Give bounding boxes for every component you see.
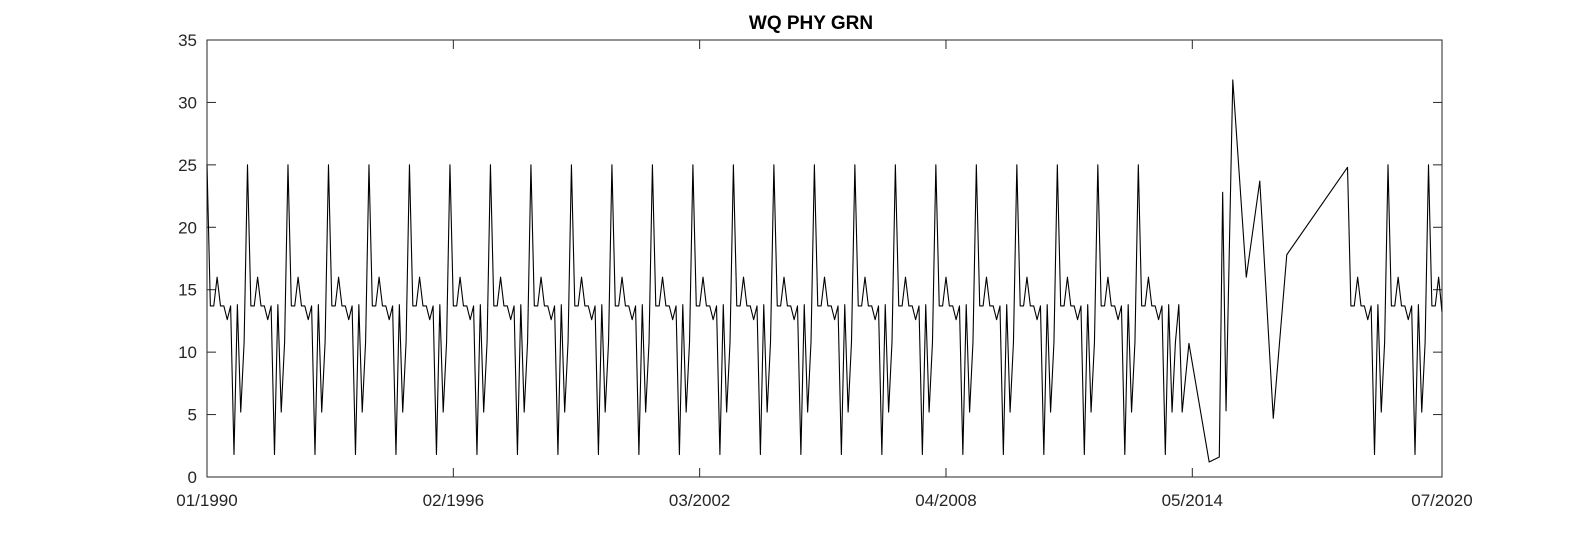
y-tick-label: 25 xyxy=(178,156,197,175)
series-line xyxy=(206,79,1443,463)
y-tick-label: 0 xyxy=(188,468,197,487)
y-tick-label: 30 xyxy=(178,93,197,112)
y-tick-label: 35 xyxy=(178,31,197,50)
x-axis-tick-labels: 01/1990 02/1996 03/2002 04/2008 05/2014 07/20… xyxy=(176,491,1472,510)
y-tick-label: 15 xyxy=(178,281,197,300)
x-tick-label: 04/2008 xyxy=(915,491,976,510)
x-tick-label: 03/2002 xyxy=(669,491,730,510)
x-tick-label: 07/2020 xyxy=(1411,491,1472,510)
axis-ticks xyxy=(206,39,1443,478)
y-tick-label: 10 xyxy=(178,343,197,362)
y-tick-label: 5 xyxy=(188,406,197,425)
x-tick-label: 02/1996 xyxy=(423,491,484,510)
chart-title: WQ PHY GRN xyxy=(749,13,873,34)
y-axis-tick-labels: 0 5 10 15 20 25 30 35 xyxy=(178,31,197,487)
x-tick-label: 01/1990 xyxy=(176,491,237,510)
x-tick-label: 05/2014 xyxy=(1162,491,1223,510)
plot-area xyxy=(206,39,1443,478)
y-tick-label: 20 xyxy=(178,218,197,237)
